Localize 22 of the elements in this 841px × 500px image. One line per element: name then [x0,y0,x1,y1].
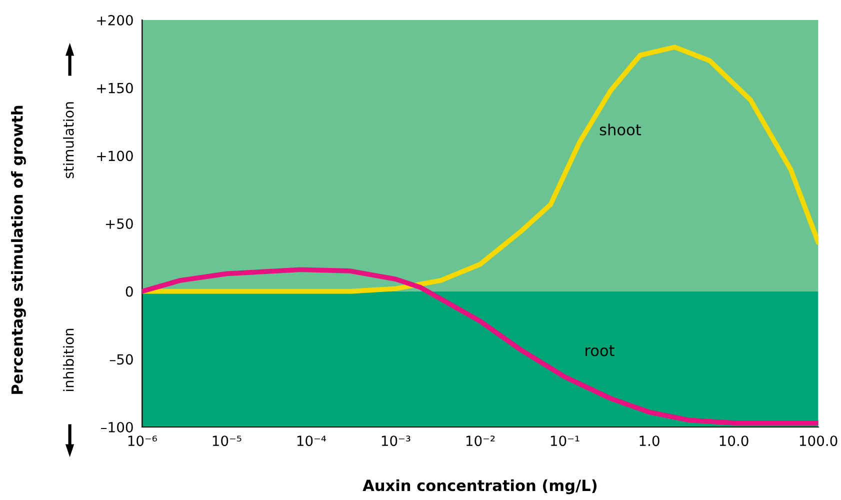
x-tick-label: 10⁻¹ [550,436,580,446]
y-tick-label: 0 [126,286,133,297]
y-tick-label: +50 [106,218,133,229]
series-label: shoot [600,124,642,136]
y-tick-label: +150 [97,82,133,94]
y-tick-label: +200 [97,14,133,26]
x-axis-title: Auxin concentration (mg/L) [362,479,597,494]
x-tick-label: 10⁻⁴ [297,436,326,446]
text: stimulation [63,102,74,178]
x-tick-label: 10.0 [720,436,748,446]
x-tick-label: 10⁻³ [382,436,410,446]
x-tick-label: 1.0 [640,436,660,446]
y-axis-title: Percentage stimulation of growth [11,106,26,394]
x-tick-label: 10⁻² [466,436,495,446]
x-tick-label: 100.0 [800,436,838,446]
y-tick-label: –100 [101,422,133,432]
y-tick-label: +100 [97,150,133,162]
series-label: root [586,345,614,356]
y-tick-label: –50 [110,354,133,365]
text: inhibition [63,328,74,391]
x-tick-label: 10⁻⁵ [212,436,242,446]
x-tick-label: 10⁻⁶ [128,436,157,446]
